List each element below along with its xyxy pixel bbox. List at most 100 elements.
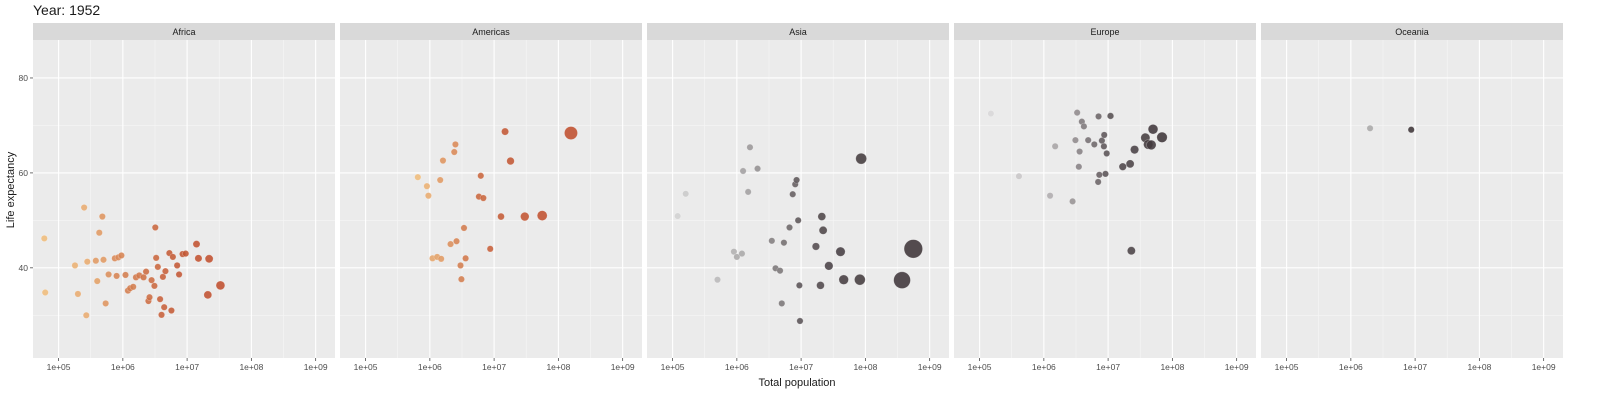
facet-strip-label: Americas: [472, 27, 510, 37]
data-point: [113, 272, 121, 280]
data-point: [457, 261, 465, 269]
data-point: [215, 280, 226, 291]
data-point: [520, 211, 530, 222]
data-point: [105, 270, 113, 278]
data-point: [41, 289, 49, 297]
data-point: [1080, 122, 1088, 130]
data-point: [987, 110, 995, 118]
data-point: [778, 299, 786, 307]
x-tick-label: 1e+06: [725, 362, 749, 372]
x-tick-label: 1e+06: [418, 362, 442, 372]
data-point: [92, 257, 100, 265]
data-point: [450, 148, 458, 156]
data-point: [173, 261, 181, 269]
data-point: [811, 242, 820, 251]
data-point: [159, 273, 167, 281]
data-point: [1076, 148, 1084, 156]
data-point: [1130, 145, 1140, 155]
facet-panel-americas: Americas 1e+05 1e+06 1e+07 1e+08 1e+09: [340, 23, 642, 372]
data-point: [158, 311, 166, 319]
x-tick-label: 1e+05: [354, 362, 378, 372]
data-point: [738, 250, 746, 258]
data-point: [713, 276, 721, 284]
data-point: [175, 270, 183, 278]
data-point: [462, 254, 470, 262]
data-point: [436, 176, 444, 184]
x-tick-label: 1e+09: [611, 362, 635, 372]
data-point: [1071, 136, 1079, 144]
data-point: [893, 271, 911, 289]
data-point: [99, 256, 107, 264]
data-point: [148, 276, 156, 284]
y-axis: 40 60 80: [19, 73, 33, 273]
facet-panel-europe: Europe 1e+05 1e+06 1e+07 1e+08 1e+09: [954, 23, 1256, 372]
x-tick-label: 1e+05: [1275, 362, 1299, 372]
data-point: [160, 303, 168, 311]
x-tick-label: 1e+07: [1403, 362, 1427, 372]
data-point: [152, 254, 160, 262]
data-point: [1125, 159, 1135, 169]
x-tick-label: 1e+09: [918, 362, 942, 372]
data-point: [204, 254, 214, 264]
x-tick-label: 1e+05: [47, 362, 71, 372]
data-point: [1069, 197, 1077, 205]
data-point: [486, 245, 494, 253]
data-point: [451, 140, 459, 148]
data-point: [1098, 137, 1106, 145]
data-point: [789, 190, 797, 198]
x-tick-label: 1e+09: [1225, 362, 1249, 372]
data-point: [817, 212, 827, 221]
data-point: [142, 268, 150, 276]
data-point: [497, 212, 505, 221]
x-tick-label: 1e+06: [1032, 362, 1056, 372]
y-tick-label: 80: [19, 73, 29, 83]
data-point: [192, 240, 201, 248]
plot-background: [33, 40, 335, 358]
plot-background: [954, 40, 1256, 358]
x-tick-label: 1e+06: [1339, 362, 1363, 372]
data-point: [83, 258, 91, 266]
data-point: [80, 204, 88, 212]
data-point: [1103, 149, 1111, 157]
data-point: [754, 165, 762, 173]
facet-strip: [954, 23, 1256, 40]
data-point: [793, 176, 801, 184]
data-point: [903, 239, 923, 259]
data-point: [795, 281, 803, 289]
facet-panel-asia: Asia 1e+05 1e+06 1e+07 1e+08 1e+09: [647, 23, 949, 372]
data-point: [424, 192, 432, 200]
data-point: [156, 295, 164, 303]
data-point: [1156, 131, 1168, 143]
data-point: [74, 290, 82, 298]
data-point: [564, 126, 578, 140]
data-point: [1090, 140, 1098, 148]
data-point: [1015, 172, 1023, 180]
facet-strip: [1261, 23, 1563, 40]
data-point: [1095, 171, 1103, 179]
plot-background: [340, 40, 642, 358]
data-point: [838, 274, 849, 285]
data-point: [161, 267, 169, 275]
data-point: [674, 212, 682, 220]
data-point: [1366, 124, 1374, 132]
y-tick-label: 60: [19, 168, 29, 178]
chart-title: Year: 1952: [33, 2, 100, 18]
data-point: [129, 283, 137, 291]
x-tick-label: 1e+09: [1532, 362, 1556, 372]
data-point: [730, 248, 738, 256]
data-point: [82, 311, 90, 319]
data-point: [414, 173, 422, 181]
data-point: [1126, 246, 1136, 256]
data-point: [1146, 139, 1157, 151]
facet-strip-label: Europe: [1090, 27, 1119, 37]
facet-strip: [647, 23, 949, 40]
x-tick-label: 1e+08: [853, 362, 877, 372]
data-point: [854, 273, 866, 286]
data-point: [1118, 162, 1127, 171]
data-point: [460, 224, 468, 232]
data-point: [780, 239, 788, 247]
y-tick-label: 40: [19, 263, 29, 273]
data-point: [1095, 112, 1103, 120]
data-point: [182, 250, 190, 258]
